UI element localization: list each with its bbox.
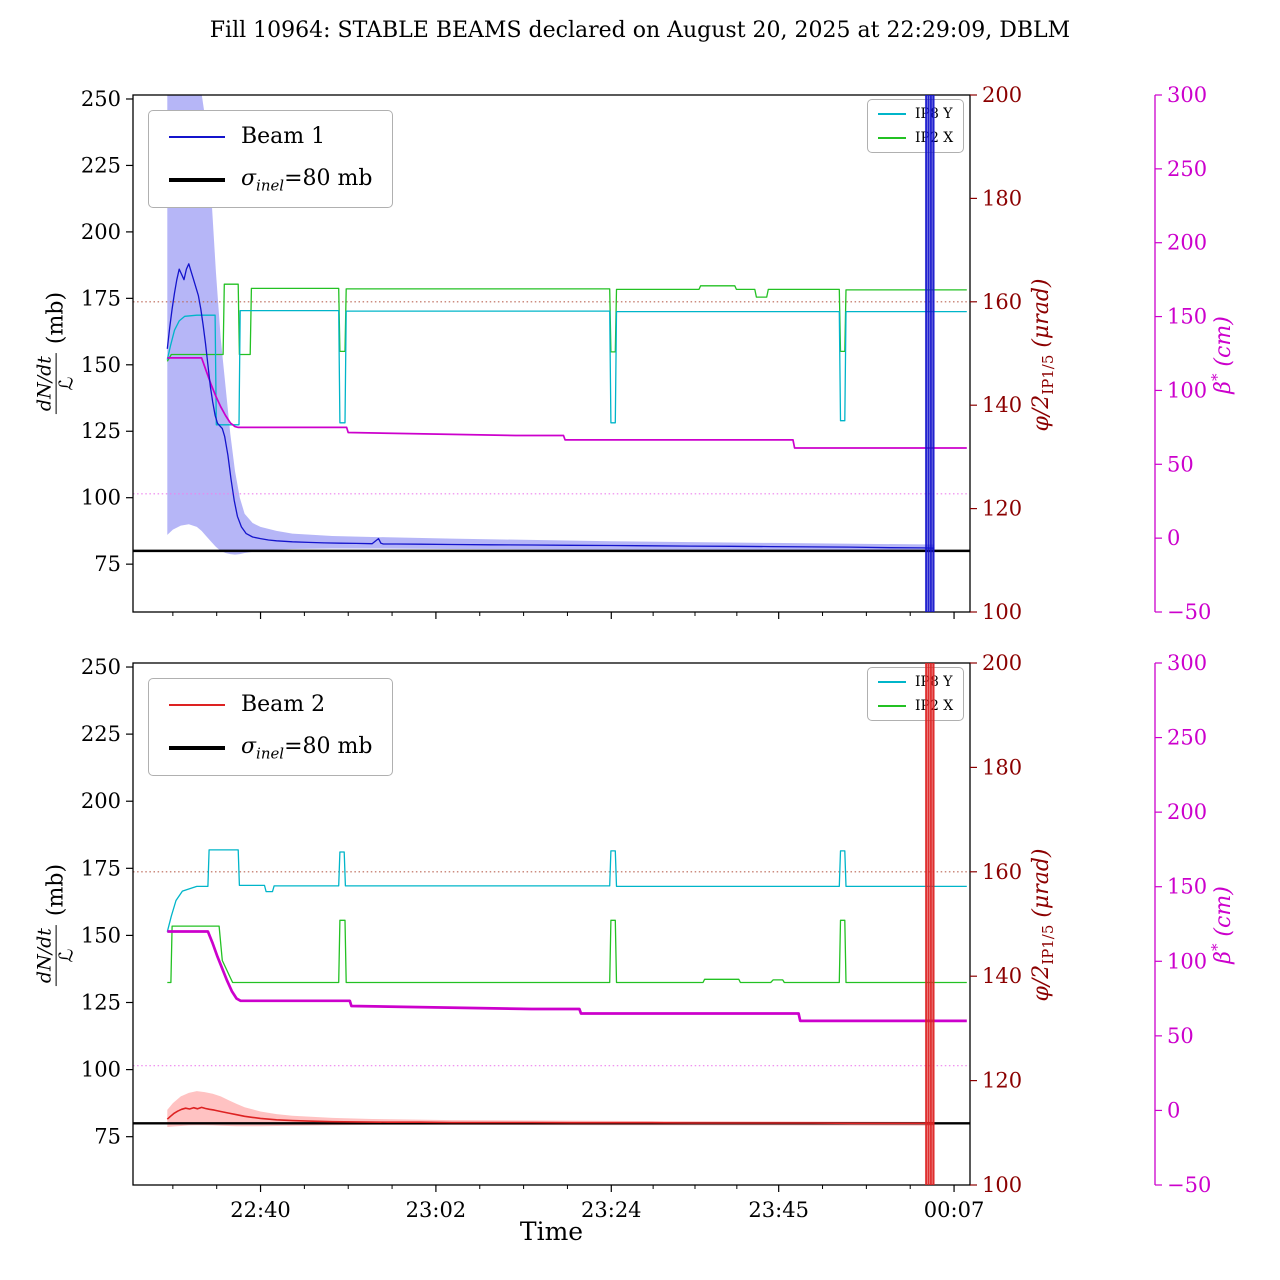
beam1-ip8y-line (166, 309, 967, 426)
svg-text:200: 200 (81, 220, 121, 244)
time-axis-label: Time (519, 1217, 584, 1246)
svg-text:180: 180 (982, 186, 1022, 210)
svg-text:200: 200 (982, 83, 1022, 107)
beam2-beta-star-line (167, 930, 967, 1023)
legend-entry-ip8y: IP8 Y (878, 106, 953, 122)
legend-entry-sigma: σinel=80 mb (169, 166, 372, 194)
ip8-legend-label: IP8 Y (915, 674, 953, 690)
rate-denominator: ℒ (55, 376, 78, 391)
legend-entry-ip2x: IP2 X (878, 130, 953, 146)
svg-text:−50: −50 (1167, 600, 1211, 624)
svg-text:225: 225 (81, 722, 121, 746)
rate-numerator: dN/dt (34, 925, 57, 987)
svg-text:150: 150 (1167, 305, 1207, 329)
beam1-line-sample (169, 135, 225, 138)
svg-text:160: 160 (982, 860, 1022, 884)
beam1-legend: Beam 1 σinel=80 mb (148, 110, 394, 209)
svg-text:50: 50 (1167, 452, 1194, 476)
svg-text:150: 150 (81, 353, 121, 377)
ip8-legend-label: IP8 Y (915, 106, 953, 122)
svg-text:225: 225 (81, 153, 121, 177)
legend-entry-sigma: σinel=80 mb (169, 734, 372, 762)
svg-text:0: 0 (1167, 526, 1180, 550)
ip-legend-bottom: IP8 Y IP2 X (867, 667, 965, 721)
svg-text:250: 250 (81, 87, 121, 111)
beam1-beam-line (166, 263, 935, 549)
rate-numerator: dN/dt (34, 353, 57, 415)
rate-fraction: dN/dt ℒ (34, 353, 78, 415)
svg-text:250: 250 (1167, 726, 1207, 750)
ip2-legend-label: IP2 X (915, 130, 954, 146)
sigma-line-sample (169, 178, 225, 183)
legend-entry-beam2: Beam 2 (169, 692, 372, 717)
svg-text:120: 120 (982, 497, 1022, 521)
beam2-legend: Beam 2 σinel=80 mb (148, 678, 394, 777)
rate-denominator: ℒ (55, 948, 78, 963)
svg-text:300: 300 (1167, 83, 1207, 107)
svg-text:0: 0 (1167, 1098, 1180, 1122)
svg-text:250: 250 (1167, 157, 1207, 181)
beam2-event-band (924, 663, 935, 1185)
svg-text:100: 100 (1167, 378, 1207, 402)
svg-text:160: 160 (982, 290, 1022, 314)
svg-text:150: 150 (1167, 875, 1207, 899)
svg-text:175: 175 (81, 856, 121, 880)
ip2-line-sample (878, 705, 906, 707)
rate-unit: (mb) (43, 291, 69, 345)
legend-entry-beam1: Beam 1 (169, 124, 372, 149)
svg-text:120: 120 (982, 1069, 1022, 1093)
svg-text:140: 140 (982, 964, 1022, 988)
figure-title: Fill 10964: STABLE BEAMS declared on Aug… (209, 18, 1071, 43)
beam1-legend-label: Beam 1 (241, 124, 326, 149)
panel-beam2 (133, 849, 970, 1127)
svg-text:200: 200 (1167, 800, 1207, 824)
svg-text:100: 100 (982, 1173, 1022, 1197)
svg-text:300: 300 (1167, 651, 1207, 675)
ip-legend-top: IP8 Y IP2 X (867, 99, 965, 153)
svg-text:100: 100 (81, 1058, 121, 1082)
svg-text:−50: −50 (1167, 1173, 1211, 1197)
sigma-legend-label: σinel=80 mb (241, 166, 373, 195)
legend-entry-ip2x: IP2 X (878, 698, 953, 714)
legend-entry-ip8y: IP8 Y (878, 674, 953, 690)
svg-text:180: 180 (982, 755, 1022, 779)
svg-text:100: 100 (81, 486, 121, 510)
beam2-uncertainty-band (167, 1091, 935, 1127)
svg-text:200: 200 (1167, 231, 1207, 255)
beam2-beam-line (166, 1106, 935, 1125)
svg-text:125: 125 (81, 991, 121, 1015)
sigma-legend-label: σinel=80 mb (241, 734, 373, 763)
svg-text:50: 50 (1167, 1024, 1194, 1048)
svg-text:100: 100 (982, 600, 1022, 624)
beam1-beta-star-line (167, 357, 967, 449)
svg-text:125: 125 (81, 419, 121, 443)
rate-fraction: dN/dt ℒ (34, 925, 78, 987)
beam1-ip2x-line (166, 283, 967, 362)
beam2-line-sample (169, 703, 225, 706)
beam1-event-band (924, 95, 935, 612)
svg-text:100: 100 (1167, 949, 1207, 973)
rate-unit: (mb) (43, 863, 69, 917)
svg-text:200: 200 (982, 651, 1022, 675)
svg-text:250: 250 (81, 655, 121, 679)
svg-text:75: 75 (94, 552, 121, 576)
ip2-legend-label: IP2 X (915, 698, 954, 714)
beam2-legend-label: Beam 2 (241, 692, 326, 717)
ip8-line-sample (878, 681, 906, 683)
beam2-ip2x-line (167, 919, 967, 984)
svg-text:75: 75 (94, 1125, 121, 1149)
beam2-ip8y-line (166, 849, 967, 932)
svg-text:140: 140 (982, 393, 1022, 417)
svg-text:200: 200 (81, 789, 121, 813)
svg-text:175: 175 (81, 286, 121, 310)
svg-text:150: 150 (81, 923, 121, 947)
ip8-line-sample (878, 113, 906, 115)
sigma-line-sample (169, 746, 225, 751)
ip2-line-sample (878, 137, 906, 139)
